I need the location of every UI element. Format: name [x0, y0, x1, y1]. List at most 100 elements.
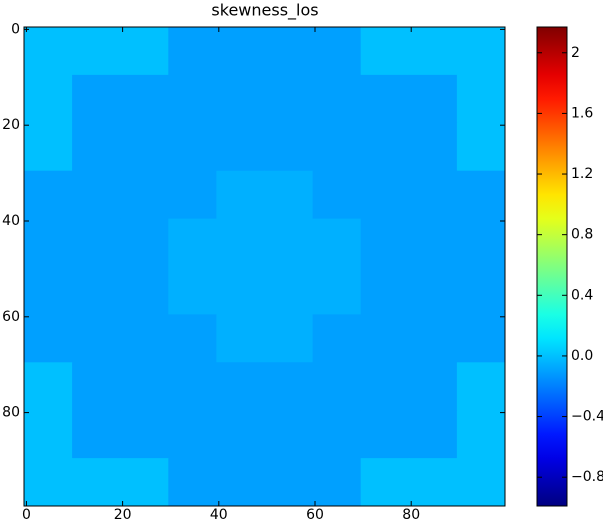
heatmap-cell: [24, 314, 73, 363]
heatmap-cell: [312, 458, 362, 507]
y-tick-label: 60: [2, 309, 20, 325]
heatmap-cell: [168, 458, 217, 507]
heatmap-cell: [408, 170, 458, 220]
colorbar-tick-label: 1.6: [571, 105, 593, 121]
y-tick-label: 20: [2, 117, 20, 133]
heatmap-cell: [264, 314, 314, 363]
heatmap-cell: [216, 314, 265, 363]
heatmap-cell: [72, 218, 121, 267]
heatmap-cell: [408, 122, 458, 172]
plot-frame: [23, 26, 506, 507]
heatmap-cell: [360, 410, 410, 459]
heatmap-cell: [168, 218, 217, 267]
colorbar: [536, 26, 568, 507]
heatmap-cell: [168, 266, 217, 315]
heatmap-cell: [120, 362, 169, 411]
heatmap-cell: [456, 27, 506, 76]
heatmap-cell: [456, 122, 506, 172]
heatmap-cell: [168, 122, 217, 172]
heatmap-cell: [408, 27, 458, 76]
heatmap-cell: [456, 458, 506, 507]
x-tick-label: 0: [22, 507, 31, 523]
heatmap-cell: [168, 27, 217, 76]
heatmap-cell: [216, 170, 265, 220]
heatmap-cell: [312, 170, 362, 220]
heatmap-cell: [120, 410, 169, 459]
heatmap-cell: [264, 218, 314, 267]
heatmap-cell: [360, 218, 410, 267]
heatmap-cell: [408, 314, 458, 363]
heatmap: [24, 27, 506, 507]
colorbar-tick-label: 0.0: [571, 348, 593, 364]
heatmap-cell: [408, 410, 458, 459]
heatmap-cell: [24, 266, 73, 315]
heatmap-cell: [312, 122, 362, 172]
heatmap-cell: [216, 266, 265, 315]
heatmap-cell: [168, 74, 217, 124]
heatmap-cell: [312, 218, 362, 267]
heatmap-cell: [216, 458, 265, 507]
heatmap-cell: [456, 74, 506, 124]
heatmap-cell: [24, 218, 73, 267]
y-tick-label: 0: [11, 21, 20, 37]
heatmap-cell: [24, 410, 73, 459]
heatmap-cell: [360, 266, 410, 315]
x-tick-label: 80: [402, 507, 420, 523]
heatmap-cell: [408, 218, 458, 267]
heatmap-cell: [408, 266, 458, 315]
x-tick-label: 60: [306, 507, 324, 523]
heatmap-cell: [24, 362, 73, 411]
heatmap-cell: [24, 458, 73, 507]
heatmap-cell: [72, 314, 121, 363]
colorbar-tick-label: 0.8: [571, 227, 593, 243]
heatmap-cell: [264, 170, 314, 220]
heatmap-cell: [24, 27, 73, 76]
heatmap-cell: [264, 74, 314, 124]
heatmap-cell: [72, 74, 121, 124]
heatmap-cell: [216, 122, 265, 172]
heatmap-cell: [360, 314, 410, 363]
heatmap-cell: [216, 362, 265, 411]
heatmap-cell: [120, 74, 169, 124]
heatmap-cell: [120, 314, 169, 363]
heatmap-cell: [456, 362, 506, 411]
colorbar-tick-label: −0.4: [571, 409, 603, 425]
heatmap-cell: [456, 266, 506, 315]
heatmap-cell: [216, 74, 265, 124]
heatmap-cell: [360, 122, 410, 172]
heatmap-cell: [168, 314, 217, 363]
heatmap-cell: [72, 410, 121, 459]
heatmap-cell: [72, 266, 121, 315]
x-tick-label: 20: [114, 507, 132, 523]
colorbar-tick-label: −0.8: [571, 469, 603, 485]
heatmap-cell: [360, 170, 410, 220]
heatmap-cell: [120, 266, 169, 315]
heatmap-cell: [264, 458, 314, 507]
heatmap-cell: [312, 27, 362, 76]
heatmap-cell: [120, 458, 169, 507]
heatmap-cell: [72, 122, 121, 172]
heatmap-cell: [360, 74, 410, 124]
heatmap-cell: [312, 410, 362, 459]
y-tick-label: 80: [2, 405, 20, 421]
heatmap-cell: [312, 362, 362, 411]
colorbar-tick-label: 1.2: [571, 166, 593, 182]
heatmap-cell: [456, 170, 506, 220]
heatmap-cell: [168, 362, 217, 411]
heatmap-cell: [456, 410, 506, 459]
heatmap-cell: [72, 170, 121, 220]
heatmap-cell: [120, 27, 169, 76]
heatmap-cell: [360, 362, 410, 411]
heatmap-cell: [24, 170, 73, 220]
heatmap-cell: [312, 74, 362, 124]
heatmap-cell: [456, 314, 506, 363]
y-tick-label: 40: [2, 213, 20, 229]
heatmap-cell: [360, 27, 410, 76]
heatmap-cell: [120, 170, 169, 220]
heatmap-cell: [312, 314, 362, 363]
heatmap-cell: [24, 74, 73, 124]
heatmap-cell: [72, 362, 121, 411]
heatmap-cell: [360, 458, 410, 507]
heatmap-cell: [24, 122, 73, 172]
